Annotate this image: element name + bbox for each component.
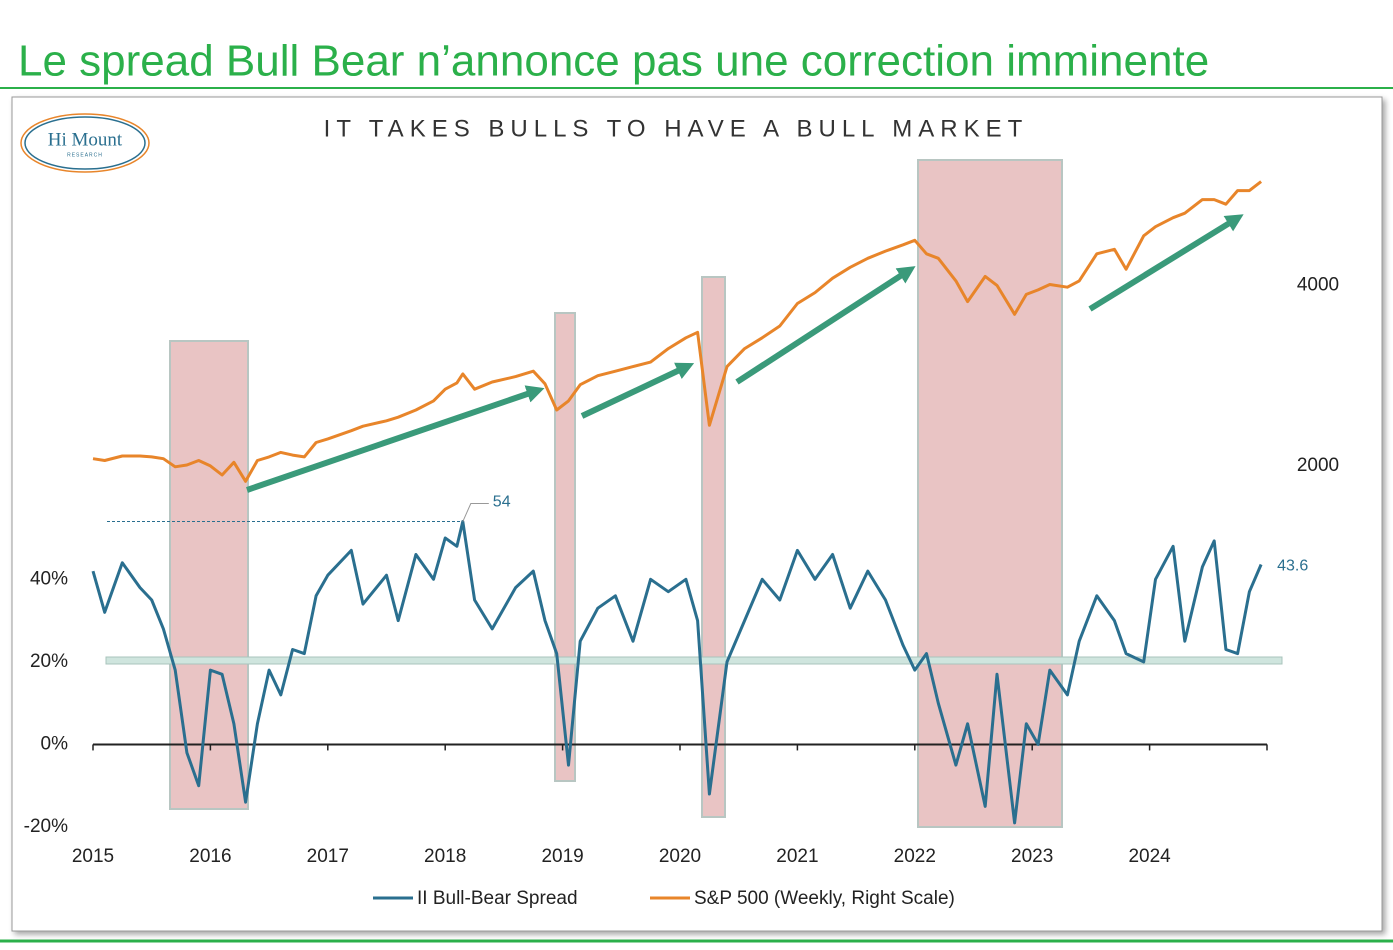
x-tick-label: 2016 [189,846,231,867]
label-leader [462,503,489,522]
x-tick-label: 2022 [894,846,936,867]
x-tick-label: 2020 [659,846,701,867]
trend-arrow [735,266,916,385]
x-tick-label: 2021 [776,846,818,867]
last-value-label: 43.6 [1277,558,1308,575]
x-tick-label: 2015 [72,846,114,867]
x-tick-label: 2018 [424,846,466,867]
series-line [91,520,1263,825]
chart-title: IT TAKES BULLS TO HAVE A BULL MARKET [324,115,1029,142]
x-tick-label: 2024 [1128,846,1171,867]
y2-tick-label: 4000 [1297,274,1339,295]
bear-period [554,312,576,782]
bear-period [917,159,1063,828]
peak-label: 54 [493,494,511,511]
series-line [92,180,1263,483]
trend-arrow [246,385,545,493]
slide-title: Le spread Bull Bear n’annonce pas une co… [18,37,1209,86]
logo-name: Hi Mount [48,129,123,150]
plot: 2015 2016 2017 2018 2019 2020 2021 2022 2023 2024… [24,180,1339,909]
y-tick-label: -20% [24,816,68,837]
y-tick-label: 20% [30,651,68,672]
x-tick-label: 2019 [541,846,583,867]
logo: Hi Mount RESEARCH [20,113,150,173]
y2-tick-label: 2000 [1297,455,1339,476]
x-tick-label: 2017 [307,846,349,867]
y-tick-label: 40% [30,568,68,589]
threshold-band [105,656,1283,665]
legend-label: S&P 500 (Weekly, Right Scale) [694,888,955,909]
y-tick-label: 0% [41,733,69,754]
x-tick-label: 2023 [1011,846,1053,867]
trend-arrows [246,214,1244,493]
logo-ring [20,113,150,173]
trend-arrow [1088,214,1244,312]
logo-tagline: RESEARCH [67,152,103,158]
legend-label: II Bull-Bear Spread [417,888,578,909]
trend-arrow [580,362,695,419]
logo-ring [24,116,146,170]
